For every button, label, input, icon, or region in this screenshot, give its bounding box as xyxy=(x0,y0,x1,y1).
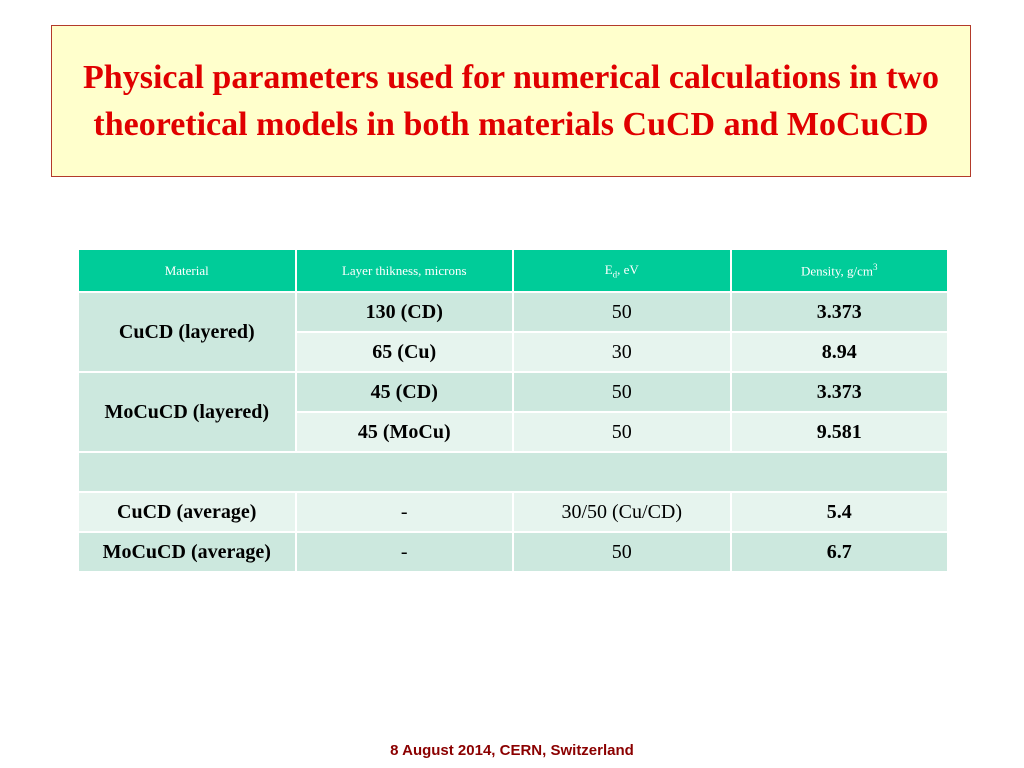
thickness-cell: 45 (CD) xyxy=(294,371,514,413)
table-row: 45 (MoCu) 50 9.581 xyxy=(78,411,949,453)
slide-title: Physical parameters used for numerical c… xyxy=(83,59,939,143)
header-density: Density, g/cm3 xyxy=(729,248,949,293)
ed-cell: 50 xyxy=(512,531,732,573)
table-row: CuCD (layered) 130 (CD) 50 3.373 xyxy=(77,291,949,373)
density-cell: 3.373 xyxy=(729,371,949,413)
density-cell: 8.94 xyxy=(729,331,949,373)
ed-cell: 50 xyxy=(512,371,732,413)
header-density-sup: 3 xyxy=(873,261,878,272)
header-density-main: Density, g/cm xyxy=(800,263,874,279)
header-thickness: Layer thikness, microns xyxy=(294,248,514,293)
ed-cell: 50 xyxy=(512,291,732,333)
ed-cell: 50 xyxy=(512,411,732,453)
thickness-cell: 65 (Cu) xyxy=(294,331,514,373)
table-row: 65 (Cu) 30 8.94 xyxy=(78,331,949,373)
title-box: Physical parameters used for numerical c… xyxy=(51,25,971,177)
table-header-row: Material Layer thikness, microns Ed, eV … xyxy=(77,248,949,293)
table-row-empty xyxy=(77,451,949,493)
density-cell: 6.7 xyxy=(729,531,949,573)
material-cell: MoCuCD (layered) xyxy=(77,371,297,453)
density-cell: 5.4 xyxy=(729,491,949,533)
header-ed: Ed, eV xyxy=(512,248,732,293)
header-material: Material xyxy=(77,248,297,293)
thickness-cell: 45 (MoCu) xyxy=(294,411,514,453)
thickness-cell: - xyxy=(294,491,514,533)
header-ed-main: E xyxy=(604,261,613,277)
parameters-table: Material Layer thikness, microns Ed, eV … xyxy=(77,248,949,573)
density-cell: 9.581 xyxy=(729,411,949,453)
footer: 8 August 2014, CERN, Switzerland xyxy=(390,742,634,759)
ed-cell: 30 xyxy=(512,331,732,373)
material-cell: CuCD (layered) xyxy=(77,291,297,373)
table-row: MoCuCD (average) - 50 6.7 xyxy=(77,531,949,573)
header-ed-sub: d xyxy=(612,269,618,280)
material-cell: MoCuCD (average) xyxy=(77,531,297,573)
table-row: MoCuCD (layered) 45 (CD) 50 3.373 xyxy=(77,371,949,453)
density-cell: 3.373 xyxy=(729,291,949,333)
table-row: CuCD (average) - 30/50 (Cu/CD) 5.4 xyxy=(77,491,949,533)
thickness-cell: - xyxy=(294,531,514,573)
header-ed-unit: , eV xyxy=(617,261,639,277)
ed-cell: 30/50 (Cu/CD) xyxy=(512,491,732,533)
thickness-cell: 130 (CD) xyxy=(294,291,514,333)
material-cell: CuCD (average) xyxy=(77,491,297,533)
empty-separator-cell xyxy=(77,451,949,493)
